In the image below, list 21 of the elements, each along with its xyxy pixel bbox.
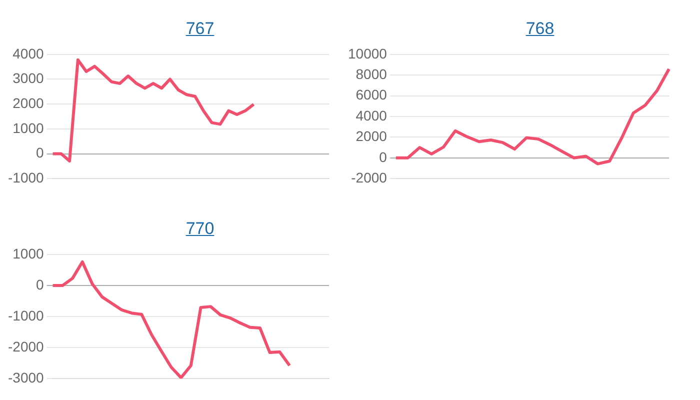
- chart-title: 767: [184, 19, 216, 39]
- y-tick-label: 4000: [12, 45, 44, 62]
- y-tick-label: -1000: [8, 307, 44, 324]
- y-tick-label: 4000: [356, 107, 388, 124]
- y-tick-label: 0: [36, 144, 44, 161]
- y-tick-label: -2000: [351, 169, 388, 186]
- y-tick-label: 1000: [12, 120, 44, 136]
- y-tick-label: 2000: [356, 128, 388, 144]
- chart-title: 770: [184, 219, 216, 239]
- y-tick-label: -3000: [8, 369, 44, 386]
- y-tick-label: 3000: [12, 70, 44, 86]
- y-tick-label: 1000: [12, 245, 44, 262]
- y-tick-label: 0: [36, 276, 44, 292]
- y-tick-label: 8000: [356, 66, 388, 82]
- y-tick-label: 2000: [12, 94, 44, 111]
- chart-title: 768: [524, 19, 556, 39]
- y-tick-label: 6000: [356, 86, 388, 103]
- y-tick-label: -1000: [8, 169, 44, 186]
- y-tick-label: 0: [379, 148, 388, 165]
- y-tick-label: 10000: [348, 45, 388, 62]
- y-tick-label: -2000: [8, 338, 44, 354]
